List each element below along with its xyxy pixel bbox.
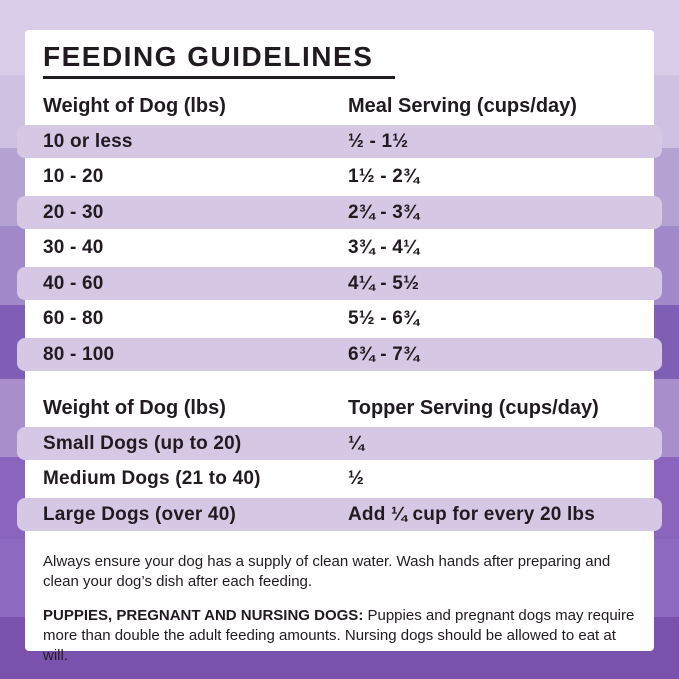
meal-serving-table: Weight of Dog (lbs) Meal Serving (cups/d…	[17, 94, 662, 371]
column-header-meal-serving: Meal Serving (cups/day)	[348, 95, 577, 117]
meal-table-rows: 10 or less ½ - 1½ 10 - 20 1½ - 2¾ 20 - 30 2¾ …	[17, 125, 662, 371]
title-underline	[43, 76, 395, 79]
table-row: Large Dogs (over 40) Add ¼ cup for every …	[17, 498, 662, 531]
page-title: FEEDING GUIDELINES	[43, 41, 374, 72]
weight-cell: Small Dogs (up to 20)	[43, 432, 242, 454]
water-note: Always ensure your dog has a supply of c…	[43, 552, 611, 590]
column-header-weight: Weight of Dog (lbs)	[43, 95, 226, 117]
serving-cell: 1½ - 2¾	[348, 166, 420, 187]
serving-cell: Add ¼ cup for every 20 lbs	[348, 503, 596, 525]
table-row: 60 - 80 5½ - 6¾	[17, 303, 662, 336]
table-row: 40 - 60 4¼ - 5½	[17, 267, 662, 300]
table-row: Small Dogs (up to 20) ¼	[17, 427, 662, 460]
weight-cell: 10 or less	[43, 130, 133, 152]
serving-cell: 6¾ - 7¾	[348, 343, 420, 365]
table-row: Medium Dogs (21 to 40) ½	[17, 463, 662, 496]
weight-cell: 20 - 30	[43, 201, 104, 223]
weight-cell: 40 - 60	[43, 272, 104, 294]
weight-cell: Medium Dogs (21 to 40)	[43, 468, 261, 489]
topper-table-rows: Small Dogs (up to 20) ¼ Medium Dogs (21 to…	[17, 427, 662, 531]
serving-cell: 4¼ - 5½	[348, 272, 420, 294]
puppies-note-text: Puppies and pregnant dogs may require mo…	[43, 606, 635, 664]
weight-cell: 80 - 100	[43, 343, 115, 365]
topper-table-header: Weight of Dog (lbs) Topper Serving (cups…	[25, 396, 654, 420]
footnotes: Always ensure your dog has a supply of c…	[25, 534, 654, 666]
table-row: 30 - 40 3¾ - 4¼	[17, 232, 662, 265]
table-row: 10 or less ½ - 1½	[17, 125, 662, 158]
meal-table-header: Weight of Dog (lbs) Meal Serving (cups/d…	[25, 94, 654, 118]
puppies-note: PUPPIES, PREGNANT AND NURSING DOGS: Pupp…	[43, 606, 636, 666]
weight-cell: 60 - 80	[43, 308, 104, 329]
table-row: 20 - 30 2¾ - 3¾	[17, 196, 662, 229]
serving-cell: 5½ - 6¾	[348, 308, 420, 329]
column-header-weight: Weight of Dog (lbs)	[43, 397, 226, 419]
serving-cell: 3¾ - 4¼	[348, 237, 420, 258]
serving-cell: ½	[348, 468, 365, 489]
serving-cell: 2¾ - 3¾	[348, 201, 420, 223]
table-row: 80 - 100 6¾ - 7¾	[17, 338, 662, 371]
serving-cell: ¼	[348, 432, 365, 454]
topper-serving-table: Weight of Dog (lbs) Topper Serving (cups…	[17, 396, 662, 531]
weight-cell: 10 - 20	[43, 166, 104, 187]
column-header-topper-serving: Topper Serving (cups/day)	[348, 397, 599, 419]
feeding-guidelines-card: FEEDING GUIDELINES Weight of Dog (lbs) M…	[17, 30, 662, 664]
weight-cell: 30 - 40	[43, 237, 104, 258]
puppies-note-label: PUPPIES, PREGNANT AND NURSING DOGS:	[43, 606, 364, 624]
serving-cell: ½ - 1½	[348, 130, 409, 152]
weight-cell: Large Dogs (over 40)	[43, 503, 236, 525]
table-row: 10 - 20 1½ - 2¾	[17, 161, 662, 194]
